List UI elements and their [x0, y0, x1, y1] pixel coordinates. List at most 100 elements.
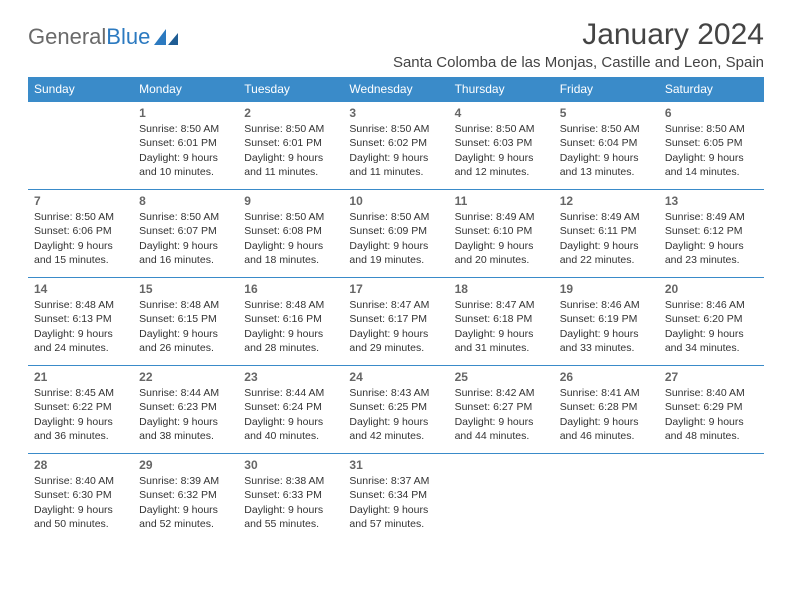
day-info-line: Sunrise: 8:48 AM: [34, 298, 127, 312]
day-info-line: Sunset: 6:04 PM: [560, 136, 653, 150]
day-info-line: Daylight: 9 hours: [139, 503, 232, 517]
day-number: 11: [455, 193, 548, 209]
day-header: Saturday: [659, 77, 764, 102]
day-number: 5: [560, 105, 653, 121]
day-info-line: Daylight: 9 hours: [34, 503, 127, 517]
day-info-line: and 24 minutes.: [34, 341, 127, 355]
day-info-line: and 20 minutes.: [455, 253, 548, 267]
day-header: Thursday: [449, 77, 554, 102]
day-info-line: Daylight: 9 hours: [349, 151, 442, 165]
day-number: 3: [349, 105, 442, 121]
day-info-line: Daylight: 9 hours: [560, 415, 653, 429]
logo: GeneralBlue: [28, 24, 180, 50]
day-info-line: and 26 minutes.: [139, 341, 232, 355]
day-cell: 14Sunrise: 8:48 AMSunset: 6:13 PMDayligh…: [28, 278, 133, 366]
day-info-line: and 34 minutes.: [665, 341, 758, 355]
week-row: 21Sunrise: 8:45 AMSunset: 6:22 PMDayligh…: [28, 366, 764, 454]
day-info-line: Sunset: 6:02 PM: [349, 136, 442, 150]
day-number: 12: [560, 193, 653, 209]
day-number: 13: [665, 193, 758, 209]
day-info-line: Daylight: 9 hours: [455, 239, 548, 253]
day-number: 19: [560, 281, 653, 297]
day-number: 26: [560, 369, 653, 385]
day-cell: 3Sunrise: 8:50 AMSunset: 6:02 PMDaylight…: [343, 102, 448, 190]
day-cell: 15Sunrise: 8:48 AMSunset: 6:15 PMDayligh…: [133, 278, 238, 366]
day-cell: 26Sunrise: 8:41 AMSunset: 6:28 PMDayligh…: [554, 366, 659, 454]
day-info-line: and 29 minutes.: [349, 341, 442, 355]
location: Santa Colomba de las Monjas, Castille an…: [393, 54, 764, 71]
day-cell: 7Sunrise: 8:50 AMSunset: 6:06 PMDaylight…: [28, 190, 133, 278]
day-cell: 23Sunrise: 8:44 AMSunset: 6:24 PMDayligh…: [238, 366, 343, 454]
day-cell: 27Sunrise: 8:40 AMSunset: 6:29 PMDayligh…: [659, 366, 764, 454]
day-info-line: Sunrise: 8:38 AM: [244, 474, 337, 488]
title-block: January 2024 Santa Colomba de las Monjas…: [393, 18, 764, 75]
day-number: 14: [34, 281, 127, 297]
day-info-line: and 11 minutes.: [244, 165, 337, 179]
day-info-line: Sunrise: 8:45 AM: [34, 386, 127, 400]
calendar-body: 1Sunrise: 8:50 AMSunset: 6:01 PMDaylight…: [28, 102, 764, 542]
day-info-line: Daylight: 9 hours: [560, 327, 653, 341]
logo-text-2: Blue: [106, 24, 150, 50]
day-info-line: and 28 minutes.: [244, 341, 337, 355]
day-info-line: Sunset: 6:17 PM: [349, 312, 442, 326]
day-number: 10: [349, 193, 442, 209]
day-cell: 31Sunrise: 8:37 AMSunset: 6:34 PMDayligh…: [343, 454, 448, 542]
day-info-line: Daylight: 9 hours: [34, 327, 127, 341]
day-info-line: Sunrise: 8:44 AM: [244, 386, 337, 400]
week-row: 14Sunrise: 8:48 AMSunset: 6:13 PMDayligh…: [28, 278, 764, 366]
day-cell: 30Sunrise: 8:38 AMSunset: 6:33 PMDayligh…: [238, 454, 343, 542]
day-info-line: and 40 minutes.: [244, 429, 337, 443]
day-cell: [28, 102, 133, 190]
day-cell: 24Sunrise: 8:43 AMSunset: 6:25 PMDayligh…: [343, 366, 448, 454]
day-info-line: Sunset: 6:07 PM: [139, 224, 232, 238]
day-info-line: Sunrise: 8:50 AM: [244, 210, 337, 224]
day-number: 29: [139, 457, 232, 473]
day-info-line: Sunset: 6:15 PM: [139, 312, 232, 326]
day-cell: 17Sunrise: 8:47 AMSunset: 6:17 PMDayligh…: [343, 278, 448, 366]
day-info-line: and 15 minutes.: [34, 253, 127, 267]
day-info-line: Daylight: 9 hours: [349, 327, 442, 341]
day-info-line: Daylight: 9 hours: [455, 151, 548, 165]
logo-sail-icon: [152, 27, 180, 47]
day-number: 24: [349, 369, 442, 385]
day-info-line: Sunset: 6:25 PM: [349, 400, 442, 414]
day-info-line: Daylight: 9 hours: [455, 415, 548, 429]
day-number: 28: [34, 457, 127, 473]
day-cell: 5Sunrise: 8:50 AMSunset: 6:04 PMDaylight…: [554, 102, 659, 190]
day-cell: 10Sunrise: 8:50 AMSunset: 6:09 PMDayligh…: [343, 190, 448, 278]
day-info-line: Sunset: 6:06 PM: [34, 224, 127, 238]
day-info-line: Sunrise: 8:41 AM: [560, 386, 653, 400]
day-info-line: and 18 minutes.: [244, 253, 337, 267]
day-info-line: Sunrise: 8:40 AM: [665, 386, 758, 400]
day-info-line: Sunrise: 8:49 AM: [665, 210, 758, 224]
day-info-line: Sunrise: 8:50 AM: [349, 122, 442, 136]
day-info-line: Sunrise: 8:50 AM: [665, 122, 758, 136]
day-cell: 22Sunrise: 8:44 AMSunset: 6:23 PMDayligh…: [133, 366, 238, 454]
day-info-line: and 55 minutes.: [244, 517, 337, 531]
day-info-line: and 23 minutes.: [665, 253, 758, 267]
day-info-line: Sunset: 6:12 PM: [665, 224, 758, 238]
day-info-line: Sunset: 6:20 PM: [665, 312, 758, 326]
day-cell: 25Sunrise: 8:42 AMSunset: 6:27 PMDayligh…: [449, 366, 554, 454]
day-info-line: Sunset: 6:28 PM: [560, 400, 653, 414]
day-info-line: Sunrise: 8:42 AM: [455, 386, 548, 400]
day-number: 27: [665, 369, 758, 385]
day-cell: 8Sunrise: 8:50 AMSunset: 6:07 PMDaylight…: [133, 190, 238, 278]
day-info-line: Sunrise: 8:48 AM: [244, 298, 337, 312]
day-info-line: Sunset: 6:29 PM: [665, 400, 758, 414]
day-info-line: and 16 minutes.: [139, 253, 232, 267]
day-info-line: Sunset: 6:09 PM: [349, 224, 442, 238]
day-info-line: Sunrise: 8:44 AM: [139, 386, 232, 400]
day-info-line: Daylight: 9 hours: [455, 327, 548, 341]
day-info-line: and 42 minutes.: [349, 429, 442, 443]
day-number: 25: [455, 369, 548, 385]
day-info-line: Sunrise: 8:48 AM: [139, 298, 232, 312]
day-cell: 29Sunrise: 8:39 AMSunset: 6:32 PMDayligh…: [133, 454, 238, 542]
day-info-line: Sunrise: 8:50 AM: [139, 210, 232, 224]
day-info-line: Daylight: 9 hours: [244, 327, 337, 341]
day-info-line: and 57 minutes.: [349, 517, 442, 531]
day-header: Friday: [554, 77, 659, 102]
day-info-line: Sunset: 6:10 PM: [455, 224, 548, 238]
day-cell: 9Sunrise: 8:50 AMSunset: 6:08 PMDaylight…: [238, 190, 343, 278]
day-info-line: and 36 minutes.: [34, 429, 127, 443]
